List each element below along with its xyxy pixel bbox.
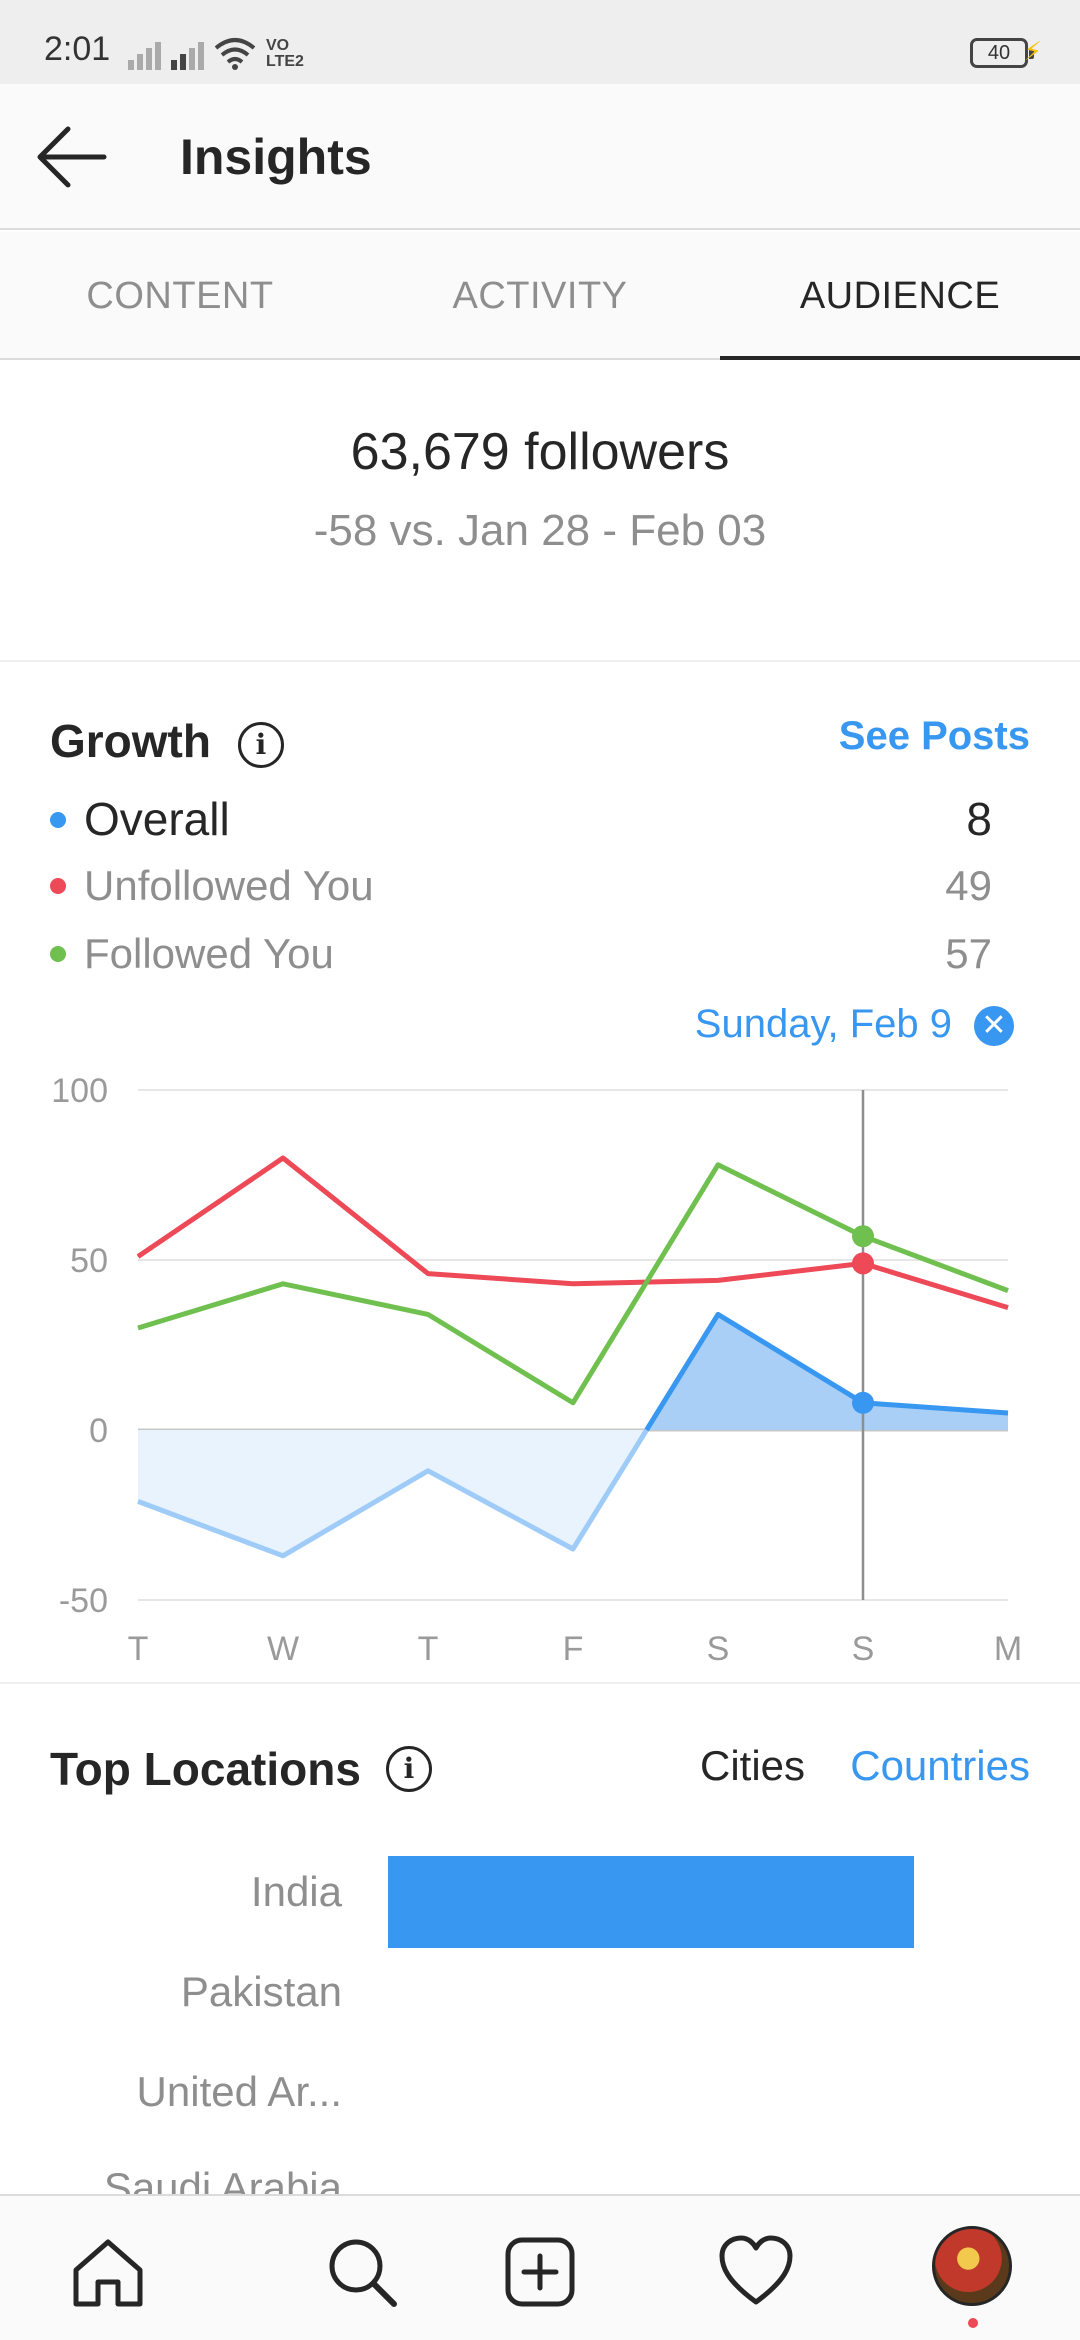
tab-content[interactable]: CONTENT	[86, 275, 274, 317]
overall-negative-area	[138, 1430, 647, 1556]
tab-activity[interactable]: ACTIVITY	[452, 275, 628, 317]
app-header: Insights	[0, 84, 1080, 230]
activity-heart-icon[interactable]	[716, 2232, 796, 2312]
legend-followed: Followed You 57	[50, 924, 1030, 984]
legend-value-overall: 8	[966, 793, 992, 845]
selected-point-followed-you	[852, 1225, 874, 1248]
status-time: 2:01	[44, 30, 111, 68]
location-bar	[388, 1856, 914, 1948]
legend-value-followed: 57	[945, 930, 992, 977]
legend-dot-overall	[50, 812, 66, 828]
legend-label-followed: Followed You	[84, 930, 334, 977]
cities-toggle[interactable]: Cities	[700, 1742, 806, 1789]
location-row: India	[0, 1842, 1080, 1948]
status-icons: VO LTE2	[128, 30, 304, 70]
location-name: Pakistan	[180, 1968, 342, 2015]
followers-delta: -58 vs. Jan 28 - Feb 03	[313, 506, 767, 555]
x-tick-label: T	[128, 1630, 149, 1668]
signal-icon-sim2	[171, 36, 204, 70]
battery-icon: 40	[970, 38, 1034, 68]
clear-date-close-icon[interactable]: ✕	[974, 1006, 1014, 1046]
y-tick-label: 50	[70, 1242, 108, 1280]
overall-positive-area	[646, 1314, 1008, 1430]
x-tick-label: S	[852, 1630, 875, 1668]
legend-value-unfollowed: 49	[945, 862, 992, 909]
profile-avatar[interactable]	[932, 2226, 1012, 2306]
legend-dot-followed	[50, 946, 66, 962]
bottom-navigation	[0, 2194, 1080, 2340]
status-bar: 2:01 VO LTE2 40 ⚡	[0, 0, 1080, 84]
legend-label-overall: Overall	[84, 793, 230, 845]
locations-info-icon[interactable]: i	[386, 1746, 432, 1792]
series-line-unfollowed-you	[136, 1155, 1009, 1310]
x-tick-label: T	[418, 1630, 439, 1668]
top-locations-title: Top Locations	[50, 1743, 361, 1795]
series-line-overall	[644, 1311, 1009, 1432]
growth-chart[interactable]: 100 50 0 -50 T W T F S S M	[0, 1060, 1080, 1680]
home-icon[interactable]	[68, 2232, 148, 2312]
y-tick-label: 100	[51, 1072, 108, 1110]
location-name: India	[250, 1868, 342, 1915]
y-tick-label: -50	[59, 1582, 108, 1620]
wifi-icon	[214, 38, 256, 70]
x-tick-label: F	[563, 1630, 584, 1668]
x-tick-label: M	[994, 1630, 1022, 1668]
volte-indicator: VO LTE2	[266, 37, 304, 70]
location-row: Pakistan	[0, 1942, 1080, 2042]
back-arrow-icon[interactable]	[34, 122, 108, 192]
x-tick-label: W	[267, 1630, 299, 1668]
tab-audience[interactable]: AUDIENCE	[720, 232, 1080, 360]
x-tick-label: S	[707, 1630, 730, 1668]
legend-label-unfollowed: Unfollowed You	[84, 862, 374, 909]
search-icon[interactable]	[322, 2232, 402, 2312]
series-line-overall-negative	[137, 1428, 649, 1559]
selected-date-label[interactable]: Sunday, Feb 9	[694, 1002, 952, 1046]
legend-dot-unfollowed	[50, 878, 66, 894]
new-post-icon[interactable]	[500, 2232, 580, 2312]
notification-dot	[968, 2318, 978, 2328]
followers-count: 63,679 followers	[350, 423, 730, 481]
signal-icon-sim1	[128, 36, 161, 70]
y-tick-label: 0	[89, 1412, 108, 1450]
countries-toggle[interactable]: Countries	[850, 1742, 1030, 1789]
see-posts-link[interactable]: See Posts	[838, 714, 1030, 758]
growth-info-icon[interactable]: i	[238, 722, 284, 768]
location-name: United Ar...	[136, 2068, 342, 2115]
page-title: Insights	[180, 129, 372, 185]
selected-point-unfollowed-you	[852, 1252, 874, 1275]
insights-tabs: CONTENT ACTIVITY AUDIENCE	[0, 232, 1080, 360]
charging-icon: ⚡	[1023, 36, 1042, 66]
followers-summary: 63,679 followers -58 vs. Jan 28 - Feb 03	[0, 362, 1080, 662]
section-divider	[0, 1682, 1080, 1684]
location-row: United Ar...	[0, 2042, 1080, 2142]
selected-point-overall	[852, 1391, 874, 1414]
legend-unfollowed: Unfollowed You 49	[50, 856, 1030, 916]
legend-overall: Overall 8	[50, 790, 1030, 850]
growth-title: Growth	[50, 715, 211, 767]
